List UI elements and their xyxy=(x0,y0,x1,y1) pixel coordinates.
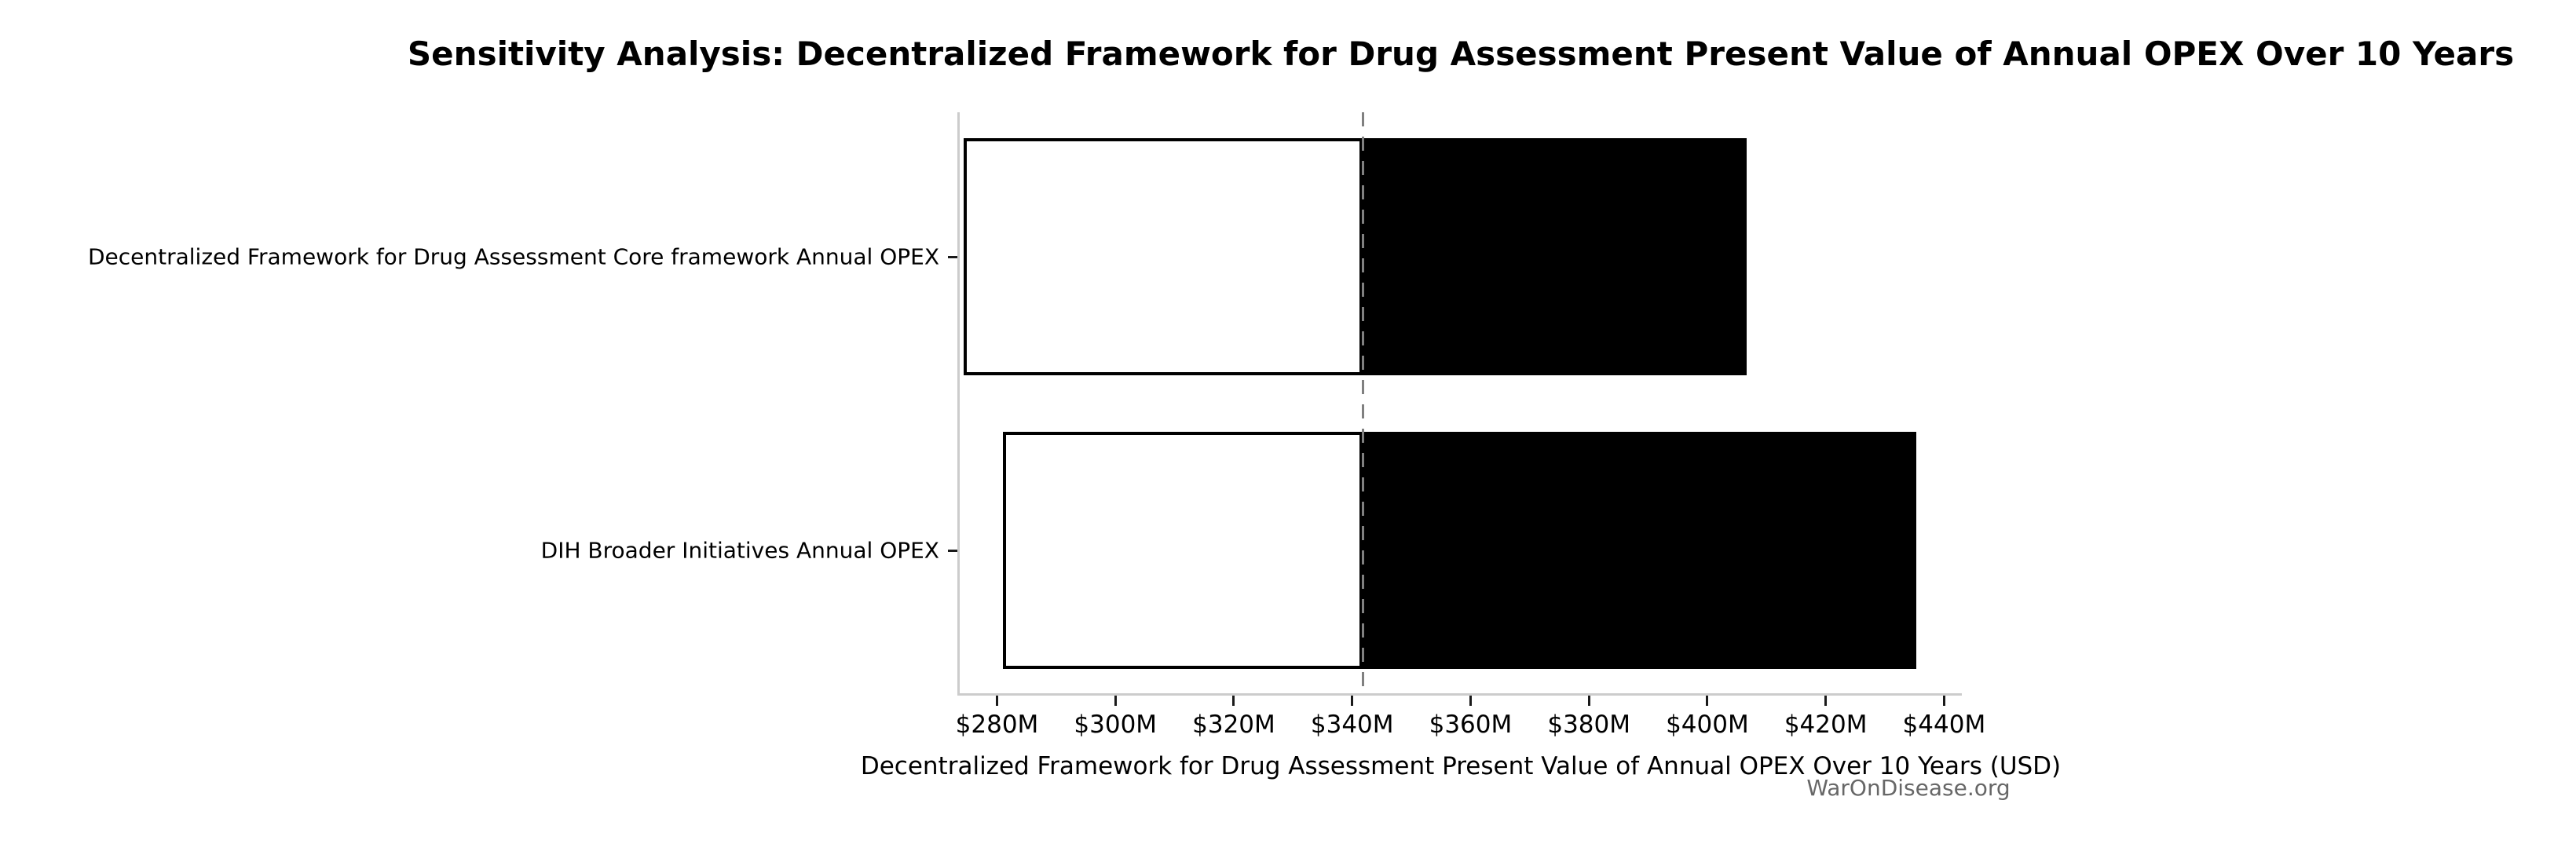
x-tick-mark xyxy=(1824,696,1828,706)
x-tick-label: $300M xyxy=(1074,711,1158,739)
x-tick-label: $280M xyxy=(955,711,1039,739)
x-tick-mark xyxy=(1469,696,1472,706)
bar-high-segment xyxy=(1363,432,1916,669)
x-tick-label: $320M xyxy=(1192,711,1275,739)
y-tick-label: Decentralized Framework for Drug Assessm… xyxy=(87,243,939,270)
x-tick-mark xyxy=(995,696,998,706)
bar-low-segment xyxy=(1003,432,1363,669)
x-tick-mark xyxy=(1114,696,1117,706)
chart-title: Sensitivity Analysis: Decentralized Fram… xyxy=(407,35,2515,73)
x-tick-label: $380M xyxy=(1547,711,1630,739)
x-tick-label: $420M xyxy=(1784,711,1868,739)
x-tick-mark xyxy=(1232,696,1235,706)
x-tick-mark xyxy=(1351,696,1354,706)
y-tick-label: DIH Broader Initiatives Annual OPEX xyxy=(540,537,939,564)
x-tick-label: $340M xyxy=(1310,711,1394,739)
x-tick-label: $360M xyxy=(1429,711,1513,739)
x-tick-mark xyxy=(1587,696,1590,706)
plot-area: Decentralized Framework for Drug Assessm… xyxy=(88,112,1985,739)
x-axis-spine xyxy=(957,693,1962,696)
y-tick-mark xyxy=(948,549,957,552)
x-tick-mark xyxy=(1942,696,1945,706)
y-axis-spine xyxy=(957,112,960,696)
baseline-line xyxy=(1361,112,1364,693)
y-tick-mark xyxy=(948,255,957,258)
x-tick-mark xyxy=(1706,696,1709,706)
bar-low-segment xyxy=(963,138,1363,375)
x-tick-label: $400M xyxy=(1666,711,1749,739)
x-tick-label: $440M xyxy=(1902,711,1986,739)
x-axis-label: Decentralized Framework for Drug Assessm… xyxy=(860,752,2062,780)
bar-high-segment xyxy=(1363,138,1747,375)
watermark-text: WarOnDisease.org xyxy=(1806,775,2011,801)
